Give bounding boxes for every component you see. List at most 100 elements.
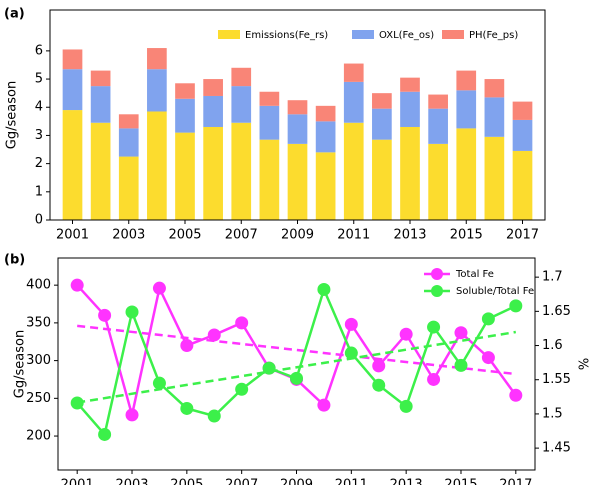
bar-segment [231,122,252,220]
legend-swatch [442,30,464,39]
trend-line [76,330,517,404]
bar-segment [456,128,477,220]
bar-segment [147,111,167,220]
x-tick-label: 2007 [225,228,258,243]
point [125,305,139,319]
point [180,339,194,353]
x-tick-label: 2015 [450,228,483,243]
bar-segment [315,152,336,220]
legend-label: OXL(Fe_os) [379,30,434,41]
legend-label: Soluble/Total Fe [456,286,534,297]
y-tick-label: 300 [26,353,51,368]
bar-segment [287,143,308,220]
point [152,376,166,390]
x-tick-label: 2011 [337,228,370,243]
bar-segment [400,77,420,92]
bar-segment [259,105,280,140]
bar-segment [343,81,364,123]
bar-segment [456,90,477,129]
y-tick-label: 350 [26,315,51,330]
point [207,328,221,342]
x-tick-label: 2017 [506,228,539,243]
point [98,427,112,441]
bar-segment [512,150,533,220]
bar-segment [372,93,392,109]
panel-label: (b) [4,253,25,268]
bar-segment [62,69,83,111]
bar-segment [372,108,392,140]
point [481,351,495,365]
y-tick-label: 6 [35,43,43,58]
bar-segment [90,70,111,87]
y2-tick-label: 1.5 [542,406,563,421]
plot-frame [49,9,546,221]
y2-tick-label: 1.45 [542,441,571,456]
bar-segment [203,126,223,220]
bar-segment [287,114,308,144]
bar-segment [175,98,195,133]
y-tick-label: 200 [26,429,51,444]
y-tick-label: 400 [26,278,51,293]
point [317,398,331,412]
bar-segment [512,101,533,120]
legend-swatch [352,30,374,39]
y2-axis-title: % [578,358,593,370]
point [152,281,166,295]
bar-segment [147,69,167,112]
point [344,317,358,331]
bar-segment [400,91,420,127]
point [344,346,358,360]
point [481,312,495,326]
point [427,320,441,334]
y2-tick-label: 1.65 [542,304,571,319]
y-tick-label: 2 [35,156,43,171]
bar-segment [512,119,533,151]
y2-tick-label: 1.6 [542,338,563,353]
x-tick-label: 2009 [280,478,313,485]
y-tick-label: 1 [35,184,43,199]
bar-segment [175,132,195,220]
y-axis-title: Gg/season [5,81,20,149]
point [70,396,84,410]
bar-segment [428,108,448,144]
y-tick-label: 4 [35,100,43,115]
legend-marker [431,268,443,280]
bar-segment [147,48,167,70]
point [454,358,468,372]
point [235,316,249,330]
x-tick-label: 2015 [444,478,477,485]
bar-segment [428,143,448,220]
x-tick-label: 2005 [168,228,201,243]
x-tick-label: 2003 [115,478,148,485]
x-tick-label: 2011 [335,478,368,485]
bar-segment [62,49,83,70]
bar-segment [118,156,139,220]
point [427,372,441,386]
bar-segment [343,122,364,220]
x-tick-label: 2013 [393,228,426,243]
point [399,327,413,341]
y2-tick-label: 1.7 [542,270,563,285]
point [125,408,139,422]
x-tick-label: 2009 [281,228,314,243]
legend-swatch [218,30,240,39]
x-tick-label: 2003 [112,228,145,243]
bar-segment [90,122,111,220]
x-tick-label: 2001 [56,228,89,243]
point [509,388,523,402]
point [262,361,276,375]
bar-segment [456,70,477,91]
point [70,278,84,292]
bar-segment [231,67,252,87]
bar-segment [175,83,195,99]
bar-segment [287,100,308,115]
y2-tick-label: 1.55 [542,372,571,387]
plot-frame [57,257,536,471]
x-tick-label: 2005 [170,478,203,485]
bar-segment [428,94,448,109]
bar-segment [259,91,280,106]
legend-label: PH(Fe_ps) [469,30,518,41]
panel-label: (a) [4,7,25,22]
point [454,326,468,340]
bar-segment [484,136,505,220]
